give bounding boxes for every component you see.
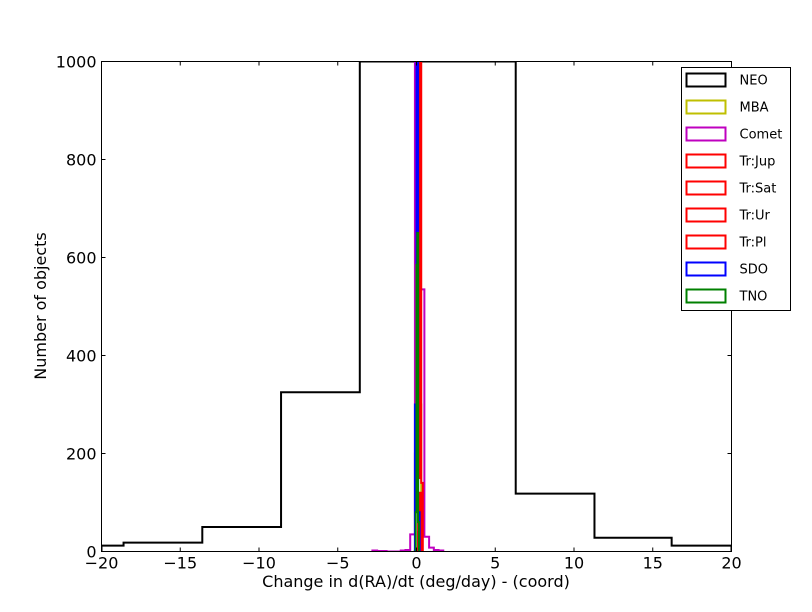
x-tick-label: −20 bbox=[85, 554, 119, 573]
legend-label-tr-sat: Tr:Sat bbox=[739, 182, 777, 197]
y-tick-label: 200 bbox=[66, 445, 97, 464]
x-tick-label: −15 bbox=[163, 554, 197, 573]
legend-swatch-sdo bbox=[685, 261, 727, 277]
legend-swatch-neo bbox=[685, 72, 727, 88]
legend-swatch-tr-sat bbox=[685, 180, 727, 196]
series-sdo bbox=[413, 61, 421, 552]
x-tick-label: 0 bbox=[411, 554, 421, 573]
x-tick-label: 20 bbox=[721, 554, 741, 573]
x-tick-label: 15 bbox=[643, 554, 663, 573]
legend-label-tr-pl: Tr:Pl bbox=[739, 236, 767, 251]
series-tno bbox=[414, 232, 420, 552]
y-tick-label: 800 bbox=[66, 151, 97, 170]
legend: NEO MBA Comet Tr:Jup Tr:Sat Tr:Ur Tr:Pl SDO TNO bbox=[681, 67, 791, 311]
legend-label-tr-jup: Tr:Jup bbox=[739, 155, 776, 170]
x-tick-label: 10 bbox=[564, 554, 584, 573]
series-neo bbox=[101, 61, 732, 552]
legend-box bbox=[681, 67, 791, 311]
y-tick-label: 0 bbox=[86, 543, 96, 562]
legend-label-tno: TNO bbox=[739, 290, 768, 305]
y-tick-label: 600 bbox=[66, 249, 97, 268]
legend-swatch-tno bbox=[685, 288, 727, 304]
y-tick-label: 400 bbox=[66, 347, 97, 366]
legend-swatch-comet bbox=[685, 126, 727, 142]
y-tick-label: 1000 bbox=[56, 53, 97, 72]
legend-swatch-tr-ur bbox=[685, 207, 727, 223]
legend-label-neo: NEO bbox=[740, 74, 768, 89]
y-axis-label: Number of objects bbox=[31, 232, 50, 380]
x-tick-label: 5 bbox=[490, 554, 500, 573]
legend-label-tr-ur: Tr:Ur bbox=[739, 209, 771, 224]
series-comet bbox=[371, 61, 445, 552]
legend-label-comet: Comet bbox=[740, 128, 783, 143]
legend-swatch-tr-pl bbox=[685, 234, 727, 250]
legend-swatch-mba bbox=[685, 99, 727, 115]
legend-label-mba: MBA bbox=[740, 101, 769, 116]
x-axis-label: Change in d(RA)/dt (deg/day) - (coord) bbox=[262, 572, 570, 591]
series-layer bbox=[101, 61, 732, 552]
x-tick-label: −5 bbox=[326, 554, 350, 573]
legend-label-sdo: SDO bbox=[740, 263, 769, 278]
x-tick-label: −10 bbox=[242, 554, 276, 573]
legend-swatch-tr-jup bbox=[685, 153, 727, 169]
